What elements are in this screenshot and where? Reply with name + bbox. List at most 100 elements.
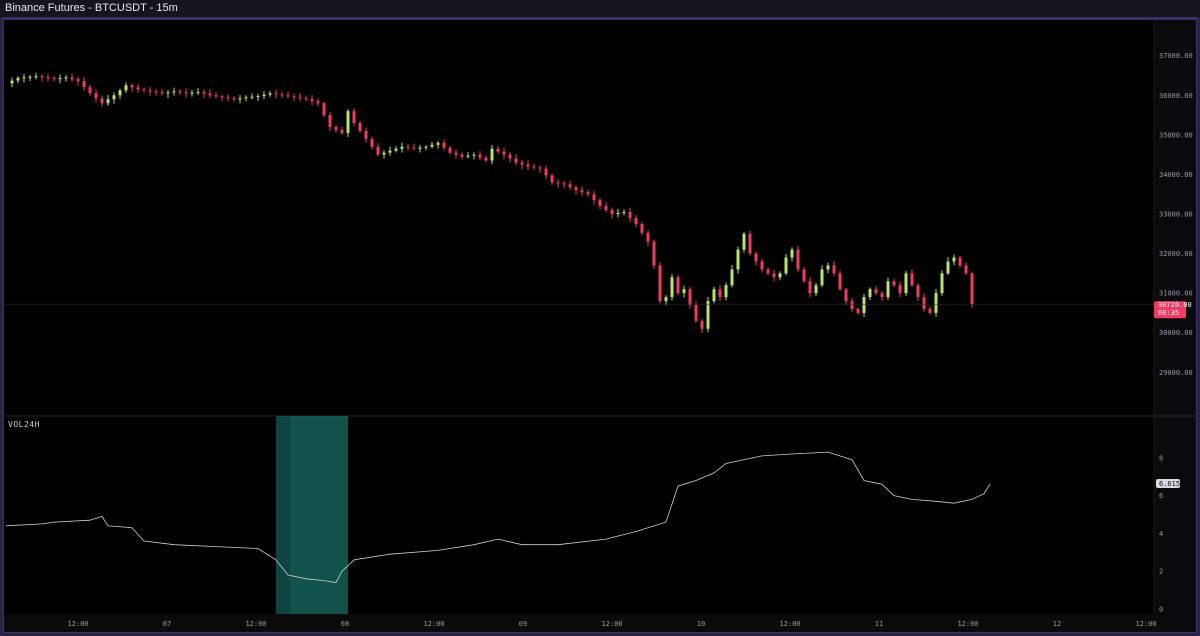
plot-background <box>4 20 1154 614</box>
candle-body <box>670 277 674 298</box>
candle-body <box>958 257 962 266</box>
candle-body <box>94 93 98 99</box>
candle-body <box>730 269 734 286</box>
candle-body <box>430 144 434 147</box>
candle-body <box>52 77 56 79</box>
candle-body <box>694 305 698 321</box>
price-tick-label: 29000.00 <box>1159 369 1193 377</box>
time-tick-labels: 12:00 07 12:00 08 12:00 09 12:00 10 12:00 11 12:00… <box>67 620 1156 628</box>
candle-body <box>616 213 620 215</box>
candle-body <box>640 223 644 233</box>
candle-body <box>664 297 668 302</box>
candle-body <box>208 93 212 96</box>
candle-body <box>292 96 296 98</box>
candle-body <box>166 92 170 94</box>
candle-body <box>688 289 692 306</box>
candle-body <box>610 210 614 214</box>
price-tick-label: 35000.00 <box>1159 131 1193 139</box>
candle-body <box>826 265 830 270</box>
time-tick-label: 07 <box>163 620 171 628</box>
candle-body <box>310 99 314 102</box>
volume-last-badge: 6.615 <box>1156 478 1180 488</box>
candle-body <box>214 95 218 97</box>
candle-body <box>262 94 266 97</box>
candle-body <box>124 85 128 91</box>
candle-body <box>490 148 494 161</box>
candle-body <box>352 111 356 123</box>
last-price-badge: 30720.00 08:35 <box>1154 301 1192 319</box>
candle-body <box>394 148 398 151</box>
candle-body <box>130 85 134 88</box>
candle-body <box>814 285 818 294</box>
candle-body <box>16 77 20 81</box>
candle-body <box>946 261 950 274</box>
volume-last-badge-bg <box>1156 478 1180 488</box>
candle-body <box>910 273 914 286</box>
candle-body <box>10 80 14 84</box>
candle-body <box>64 77 68 79</box>
candle-body <box>562 183 566 185</box>
volume-tick-label: 0 <box>1159 606 1163 614</box>
time-axis[interactable] <box>4 614 1196 632</box>
candle-body <box>274 93 278 95</box>
candle-body <box>922 297 926 309</box>
candle-body <box>136 87 140 90</box>
candle-body <box>862 297 866 313</box>
volume-tick-label: 6 <box>1159 492 1163 500</box>
candle-body <box>190 92 194 94</box>
candle-body <box>436 142 440 145</box>
price-tick-label: 33000.00 <box>1159 211 1193 219</box>
candle-body <box>484 157 488 161</box>
candle-body <box>418 147 422 149</box>
candle-body <box>424 146 428 148</box>
candle-body <box>892 281 896 286</box>
candle-body <box>268 93 272 95</box>
candle-body <box>520 162 524 165</box>
candle-body <box>328 115 332 127</box>
candle-body <box>634 217 638 224</box>
candle-body <box>322 103 326 116</box>
last-price-badge-bg <box>1154 301 1186 319</box>
candle-body <box>28 76 32 78</box>
candle-body <box>370 138 374 147</box>
candle-body <box>784 257 788 274</box>
candle-body <box>790 249 794 258</box>
candle-body <box>118 90 122 96</box>
time-tick-label: 11 <box>875 620 883 628</box>
candle-body <box>808 281 812 294</box>
candle-body <box>454 152 458 155</box>
candle-body <box>706 301 710 329</box>
time-tick-label: 12:00 <box>67 620 88 628</box>
candle-body <box>280 94 284 96</box>
candle-body <box>388 150 392 153</box>
candle-body <box>712 289 716 302</box>
candle-body <box>718 289 722 298</box>
candle-body <box>652 241 656 266</box>
candle-body <box>700 320 704 329</box>
volume-tick-label: 2 <box>1159 568 1163 576</box>
time-tick-label: 10 <box>697 620 705 628</box>
candle-body <box>940 273 944 294</box>
candle-body <box>544 168 548 176</box>
volume-pane-title: VOL24H <box>8 420 40 429</box>
candle-body <box>316 101 320 104</box>
candle-body <box>76 79 80 82</box>
chart-area[interactable]: 37000.00 36000.00 35000.00 34000.00 33000.00… <box>4 20 1196 632</box>
candle-body <box>526 164 530 167</box>
highlight-band-fill <box>276 416 348 614</box>
candle-body <box>226 97 230 99</box>
time-tick-label: 12:00 <box>779 620 800 628</box>
candle-body <box>868 289 872 298</box>
candle-body <box>556 182 560 184</box>
candle-body <box>796 249 800 270</box>
price-tick-label: 37000.00 <box>1159 52 1193 60</box>
candle-body <box>598 200 602 207</box>
candle-body <box>304 98 308 100</box>
candle-body <box>442 142 446 148</box>
window-title: Binance Futures - BTCUSDT - 15m <box>5 2 178 14</box>
candle-body <box>364 130 368 139</box>
candle-body <box>502 151 506 155</box>
price-tick-label: 36000.00 <box>1159 92 1193 100</box>
candle-body <box>586 192 590 195</box>
candle-body <box>538 167 542 169</box>
